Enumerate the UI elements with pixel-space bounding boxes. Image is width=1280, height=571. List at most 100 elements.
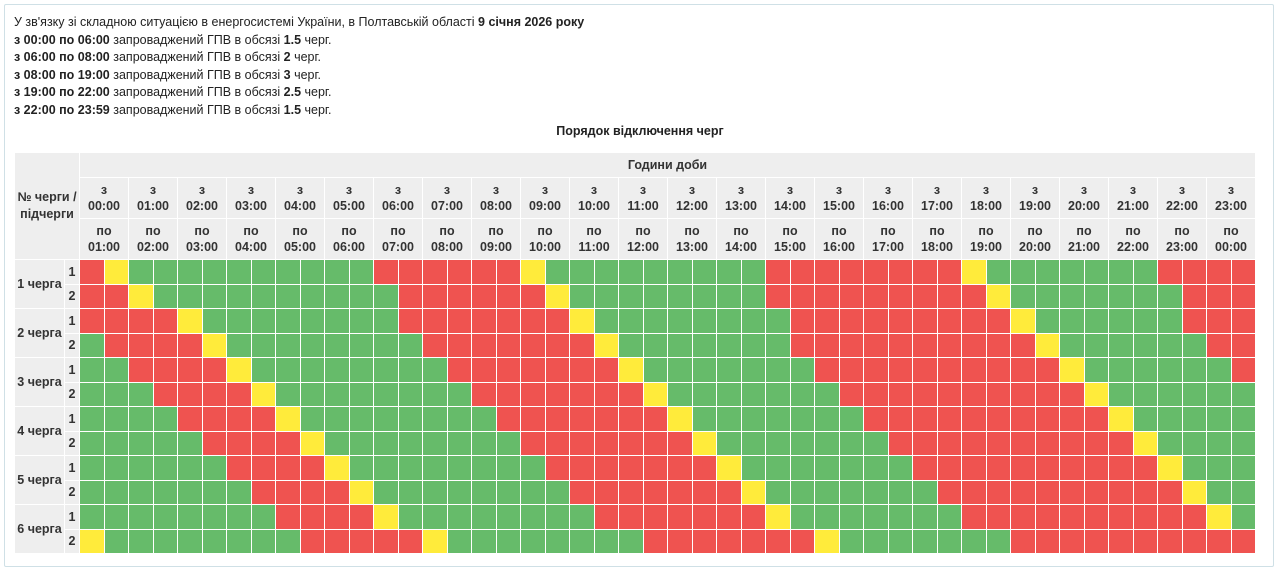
schedule-cell bbox=[201, 283, 227, 309]
schedule-cell bbox=[324, 479, 350, 505]
schedule-cell bbox=[1132, 528, 1158, 554]
schedule-cell bbox=[79, 381, 105, 407]
subqueue-label: 1 bbox=[64, 357, 80, 383]
schedule-cell bbox=[103, 332, 129, 358]
schedule-cell bbox=[765, 308, 791, 334]
schedule-cell bbox=[495, 430, 521, 456]
schedule-cell bbox=[1010, 455, 1036, 481]
schedule-cell bbox=[667, 283, 693, 309]
schedule-cell bbox=[1059, 455, 1085, 481]
schedule-cell bbox=[348, 504, 374, 530]
schedule-cell bbox=[152, 455, 178, 481]
schedule-cell bbox=[275, 308, 301, 334]
schedule-cell bbox=[863, 504, 889, 530]
period-line: з 08:00 по 19:00 запроваджений ГПВ в обс… bbox=[14, 67, 584, 85]
schedule-cell bbox=[226, 406, 252, 432]
schedule-cell bbox=[275, 479, 301, 505]
schedule-cell bbox=[912, 357, 938, 383]
schedule-cell bbox=[691, 308, 717, 334]
hour-to-header: по 03:00 bbox=[177, 218, 227, 260]
schedule-cell bbox=[1157, 455, 1183, 481]
schedule-cell bbox=[985, 308, 1011, 334]
schedule-cell bbox=[985, 455, 1011, 481]
schedule-cell bbox=[152, 259, 178, 285]
schedule-cell bbox=[348, 308, 374, 334]
schedule-cell bbox=[642, 479, 668, 505]
schedule-cell bbox=[1230, 259, 1256, 285]
schedule-cell bbox=[177, 528, 203, 554]
schedule-cell bbox=[814, 357, 840, 383]
schedule-cell bbox=[1230, 455, 1256, 481]
schedule-cell bbox=[152, 283, 178, 309]
schedule-cell bbox=[1206, 455, 1232, 481]
schedule-cell bbox=[520, 528, 546, 554]
schedule-cell bbox=[961, 308, 987, 334]
schedule-cell bbox=[642, 504, 668, 530]
schedule-cell bbox=[618, 504, 644, 530]
schedule-cell bbox=[740, 504, 766, 530]
schedule-cell bbox=[446, 479, 472, 505]
schedule-cell bbox=[324, 504, 350, 530]
schedule-cell bbox=[961, 259, 987, 285]
schedule-cell bbox=[422, 308, 448, 334]
schedule-cell bbox=[642, 528, 668, 554]
schedule-cell bbox=[1206, 479, 1232, 505]
hour-from-header: з 07:00 bbox=[422, 177, 472, 219]
schedule-cell bbox=[373, 406, 399, 432]
schedule-cell bbox=[838, 455, 864, 481]
schedule-cell bbox=[1206, 308, 1232, 334]
schedule-cell bbox=[642, 283, 668, 309]
schedule-cell bbox=[1181, 406, 1207, 432]
schedule-cell bbox=[1010, 528, 1036, 554]
schedule-cell bbox=[1230, 504, 1256, 530]
schedule-cell bbox=[618, 332, 644, 358]
hour-from-header: з 17:00 bbox=[912, 177, 962, 219]
schedule-cell bbox=[814, 259, 840, 285]
schedule-cell bbox=[1059, 259, 1085, 285]
hour-to-header: по 10:00 bbox=[520, 218, 570, 260]
schedule-cell bbox=[226, 283, 252, 309]
schedule-cell bbox=[912, 308, 938, 334]
schedule-cell bbox=[961, 357, 987, 383]
schedule-cell bbox=[863, 308, 889, 334]
schedule-cell bbox=[765, 381, 791, 407]
schedule-cell bbox=[765, 455, 791, 481]
schedule-cell bbox=[863, 332, 889, 358]
schedule-cell bbox=[1157, 259, 1183, 285]
schedule-cell bbox=[79, 332, 105, 358]
schedule-cell bbox=[275, 381, 301, 407]
schedule-cell bbox=[716, 455, 742, 481]
schedule-cell bbox=[348, 528, 374, 554]
schedule-cell bbox=[422, 455, 448, 481]
schedule-cell bbox=[1108, 479, 1134, 505]
table-row: 4 черга 1 bbox=[14, 406, 1256, 456]
schedule-cell bbox=[250, 479, 276, 505]
schedule-cell bbox=[789, 430, 815, 456]
schedule-cell bbox=[201, 332, 227, 358]
schedule-cell bbox=[1108, 504, 1134, 530]
schedule-cell bbox=[1181, 479, 1207, 505]
schedule-cell bbox=[348, 357, 374, 383]
period-line: з 00:00 по 06:00 запроваджений ГПВ в обс… bbox=[14, 32, 584, 50]
schedule-cell bbox=[79, 406, 105, 432]
schedule-cell bbox=[789, 259, 815, 285]
period-unit: черг. bbox=[301, 32, 332, 47]
schedule-cell bbox=[618, 479, 644, 505]
schedule-cell bbox=[1230, 528, 1256, 554]
schedule-cell bbox=[667, 332, 693, 358]
schedule-cell bbox=[667, 479, 693, 505]
schedule-cell bbox=[593, 430, 619, 456]
schedule-cell bbox=[569, 308, 595, 334]
schedule-cell bbox=[373, 430, 399, 456]
hour-from-header: з 18:00 bbox=[961, 177, 1011, 219]
schedule-cell bbox=[691, 455, 717, 481]
schedule-cell bbox=[446, 430, 472, 456]
schedule-cell bbox=[495, 332, 521, 358]
schedule-cell bbox=[1230, 406, 1256, 432]
schedule-cell bbox=[152, 528, 178, 554]
schedule-cell bbox=[765, 406, 791, 432]
hour-to-header: по 16:00 bbox=[814, 218, 864, 260]
period-unit: черг. bbox=[301, 102, 332, 117]
schedule-cell bbox=[1132, 406, 1158, 432]
schedule-cell bbox=[495, 455, 521, 481]
